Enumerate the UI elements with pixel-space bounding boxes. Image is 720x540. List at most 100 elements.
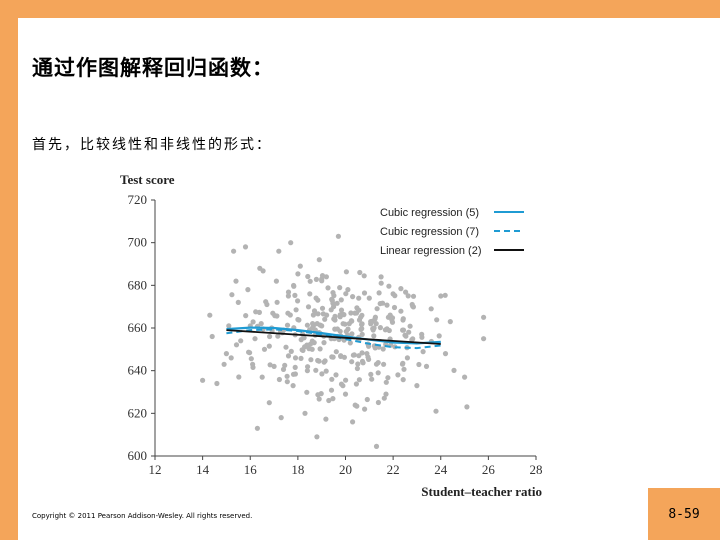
data-point xyxy=(356,295,362,301)
data-point xyxy=(330,300,336,306)
data-point xyxy=(395,372,401,378)
data-point xyxy=(207,312,213,318)
data-point xyxy=(231,248,237,254)
data-point xyxy=(358,326,364,332)
data-point xyxy=(416,361,422,368)
data-point xyxy=(404,355,410,361)
data-point xyxy=(304,368,310,374)
data-point xyxy=(406,329,412,335)
data-point xyxy=(343,328,349,335)
slide-title: 通过作图解释回归函数： xyxy=(32,56,274,80)
data-point xyxy=(314,434,320,440)
data-point xyxy=(321,340,327,346)
x-tick-label: 28 xyxy=(530,462,543,477)
data-point xyxy=(304,389,310,395)
data-point xyxy=(359,358,366,364)
data-point xyxy=(305,304,312,310)
data-point xyxy=(376,290,382,296)
data-point xyxy=(333,349,339,355)
data-point xyxy=(221,361,227,367)
data-point xyxy=(358,314,364,320)
data-point xyxy=(420,349,426,355)
data-point xyxy=(378,280,384,286)
data-point xyxy=(258,321,264,327)
data-point xyxy=(400,327,407,333)
data-point xyxy=(288,240,294,246)
data-point xyxy=(434,317,440,323)
data-point xyxy=(343,291,349,297)
data-point xyxy=(305,364,311,370)
data-point xyxy=(362,406,368,412)
data-point xyxy=(383,379,389,385)
x-axis-title: Student–teacher ratio xyxy=(421,484,542,499)
data-point xyxy=(292,364,298,370)
data-point xyxy=(274,299,280,305)
data-point xyxy=(243,313,249,319)
data-point xyxy=(436,333,442,339)
data-point xyxy=(370,326,376,332)
data-point xyxy=(235,299,241,305)
data-point xyxy=(315,311,321,317)
data-point xyxy=(276,248,282,254)
data-point xyxy=(323,274,329,280)
data-point xyxy=(302,344,308,350)
data-point xyxy=(338,297,344,303)
data-point xyxy=(350,419,356,425)
data-point xyxy=(259,374,265,380)
linear-regression-line xyxy=(226,329,441,345)
data-point xyxy=(403,289,409,295)
data-point xyxy=(297,263,303,269)
data-point xyxy=(276,376,282,383)
data-point xyxy=(233,342,240,348)
data-point xyxy=(322,358,328,364)
data-point xyxy=(290,371,297,377)
data-point xyxy=(371,333,377,339)
data-point xyxy=(285,293,291,299)
data-point xyxy=(387,312,393,318)
copyright-notice: Copyright © 2011 Pearson Addison-Wesley.… xyxy=(32,512,253,520)
data-point xyxy=(428,306,434,312)
data-point xyxy=(343,269,349,275)
data-point xyxy=(365,354,371,360)
data-point xyxy=(209,333,215,340)
legend: Cubic regression (5) Cubic regression (7)… xyxy=(380,207,524,257)
data-point xyxy=(481,336,487,342)
data-point xyxy=(337,285,343,291)
data-point xyxy=(326,397,332,404)
data-point xyxy=(245,287,251,293)
data-point xyxy=(385,375,391,381)
data-point xyxy=(356,307,362,313)
data-point xyxy=(328,307,334,313)
data-point xyxy=(315,392,321,398)
data-point xyxy=(349,359,355,365)
data-point xyxy=(292,355,299,361)
data-point xyxy=(316,396,322,402)
data-point xyxy=(236,374,242,380)
data-point xyxy=(348,310,354,316)
data-point xyxy=(380,346,386,352)
data-point xyxy=(267,362,273,368)
data-point xyxy=(295,271,301,277)
data-point xyxy=(414,383,420,389)
data-point xyxy=(290,383,296,389)
data-point xyxy=(332,317,338,323)
data-point xyxy=(254,425,260,431)
data-point xyxy=(384,302,390,308)
data-point xyxy=(383,391,389,397)
x-tick-label: 14 xyxy=(196,462,210,477)
data-point xyxy=(278,415,284,421)
data-point xyxy=(330,396,336,402)
data-point xyxy=(298,355,304,361)
cubic-regression-5-line xyxy=(226,326,441,345)
data-point xyxy=(292,292,298,298)
x-tick-label: 18 xyxy=(291,462,304,477)
y-tick-label: 660 xyxy=(128,320,148,335)
x-tick-label: 16 xyxy=(244,462,258,477)
data-point xyxy=(282,362,288,368)
data-point xyxy=(315,297,321,303)
data-point xyxy=(372,316,378,322)
data-point xyxy=(252,336,258,342)
data-point xyxy=(317,322,323,328)
data-point xyxy=(274,313,280,319)
data-point xyxy=(398,286,404,292)
